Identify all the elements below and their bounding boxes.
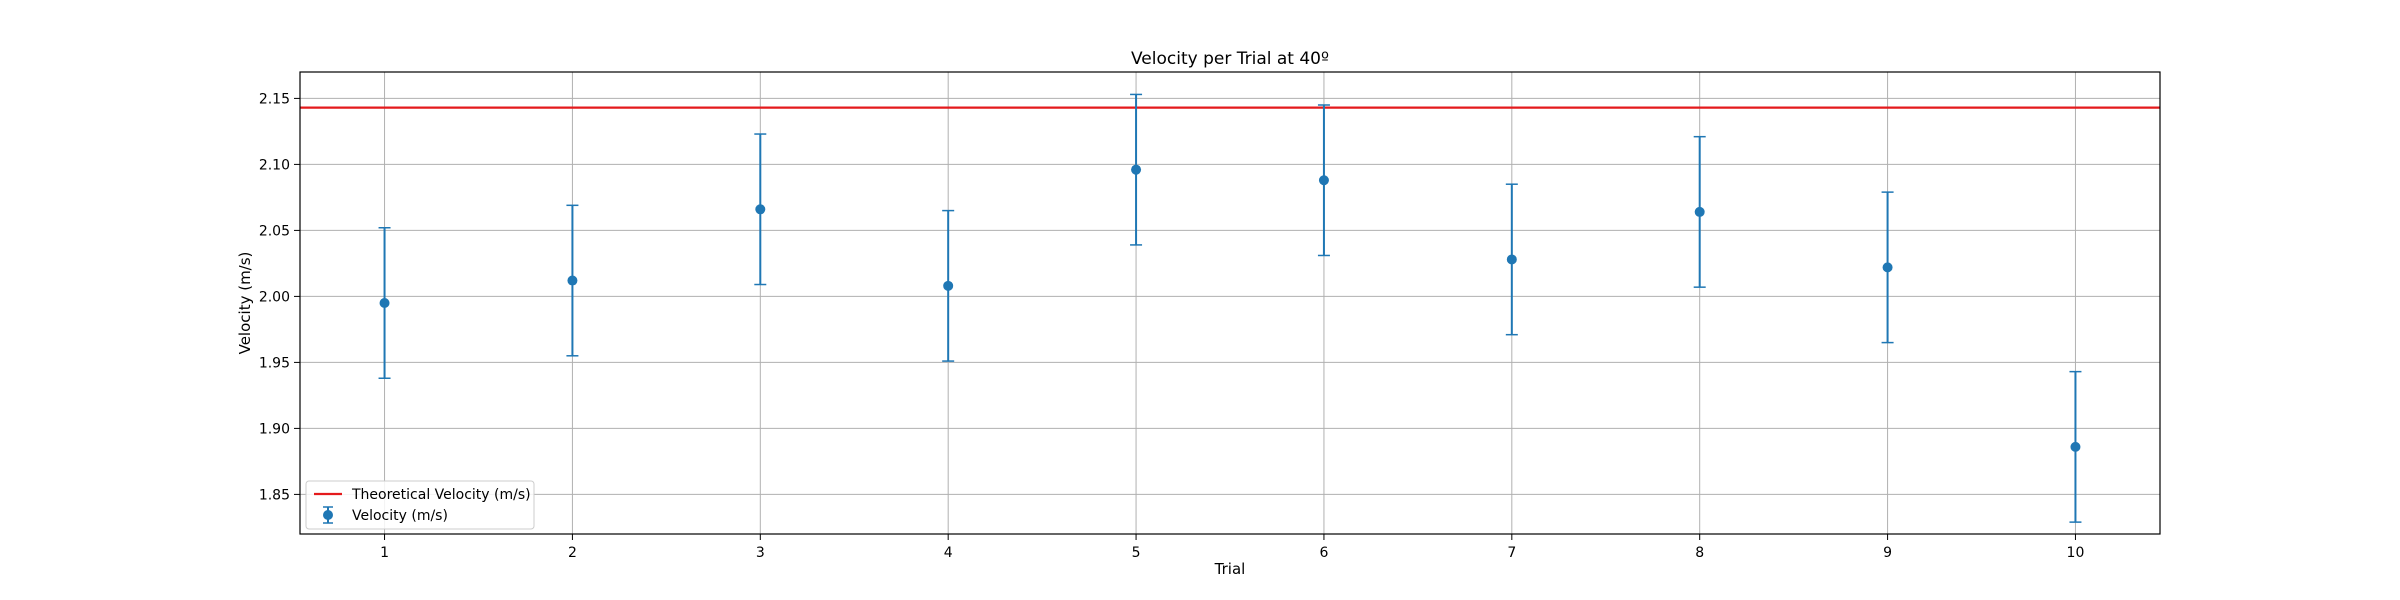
x-tick-label: 1	[380, 545, 389, 561]
data-point	[1318, 175, 1329, 186]
y-tick-label: 2.15	[259, 91, 290, 107]
y-ticks: 1.85 1.90 1.95 2.00 2.05 2.10 2.15	[259, 91, 300, 503]
data-point	[1506, 254, 1517, 265]
data-point	[1131, 164, 1142, 175]
chart-title: Velocity per Trial at 40º	[1131, 49, 1329, 69]
x-tick-label: 2	[568, 545, 577, 561]
data-point	[567, 275, 578, 286]
legend: Theoretical Velocity (m/s) Velocity (m/s…	[305, 480, 535, 530]
y-tick-label: 2.05	[259, 223, 290, 239]
data-point	[2070, 441, 2081, 452]
y-tick-label: 1.95	[259, 355, 290, 371]
x-axis-title: Trial	[1214, 560, 1246, 578]
data-point	[379, 298, 390, 308]
data-point	[755, 204, 766, 215]
x-ticks: 1 2 3 4 5 6 7 8 9 10	[380, 534, 2084, 561]
data-point	[1694, 206, 1705, 217]
x-tick-label: 5	[1132, 545, 1141, 561]
legend-series-swatch	[323, 506, 333, 524]
x-tick-label: 3	[756, 545, 765, 561]
legend-label-velocity: Velocity (m/s)	[352, 508, 448, 524]
data-point	[1882, 262, 1893, 273]
x-tick-label: 10	[2067, 545, 2085, 561]
data-series	[378, 93, 2082, 523]
y-tick-label: 1.85	[259, 487, 290, 503]
legend-marker	[323, 510, 333, 520]
y-axis-title: Velocity (m/s)	[236, 252, 254, 355]
legend-box	[305, 480, 535, 530]
plot-frame	[299, 71, 2161, 535]
data-point	[943, 280, 954, 291]
x-tick-label: 4	[944, 545, 953, 561]
x-tick-label: 9	[1883, 545, 1892, 561]
x-tick-label: 7	[1507, 545, 1516, 561]
y-tick-label: 1.90	[259, 421, 290, 437]
y-tick-label: 2.10	[259, 157, 290, 173]
x-tick-label: 8	[1695, 545, 1704, 561]
x-tick-label: 6	[1319, 545, 1328, 561]
legend-label-theoretical: Theoretical Velocity (m/s)	[351, 487, 531, 503]
y-tick-label: 2.00	[259, 289, 290, 305]
